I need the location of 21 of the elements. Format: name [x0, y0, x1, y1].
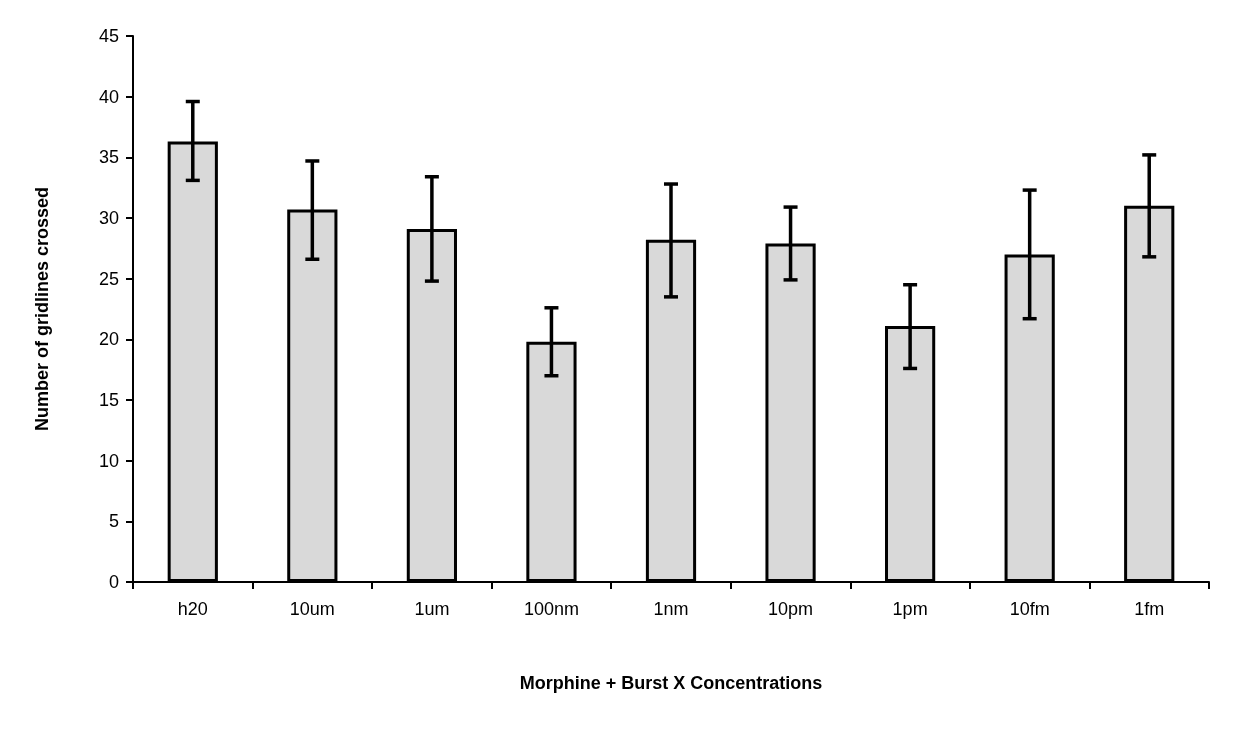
x-tick-label: 10fm: [1009, 599, 1050, 619]
y-tick-label: 15: [98, 390, 119, 410]
x-tick-label: 1um: [414, 599, 450, 619]
y-axis-title: Number of gridlines crossed: [32, 186, 52, 432]
y-tick-label: 30: [98, 208, 119, 228]
x-tick-label: 1pm: [892, 599, 928, 619]
y-tick-label: 35: [98, 147, 119, 168]
y-tick-label: 10: [98, 450, 119, 471]
x-axis-title: Morphine + Burst X Concentrations: [519, 673, 823, 693]
y-tick-label: 5: [108, 511, 119, 532]
x-tick-label: 10pm: [768, 599, 814, 619]
y-tick-label: 20: [98, 329, 119, 350]
x-tick-label: h20: [177, 599, 208, 619]
x-tick-label: 100nm: [523, 599, 579, 619]
y-tick-label: 25: [98, 268, 119, 289]
y-tick-label: 0: [108, 572, 119, 592]
x-tick-label: 10um: [289, 599, 335, 619]
y-tick-label: 45: [98, 26, 119, 46]
x-tick-label: 1nm: [653, 599, 689, 619]
y-tick-label: 40: [98, 86, 119, 107]
x-tick-label: 1fm: [1134, 599, 1165, 619]
